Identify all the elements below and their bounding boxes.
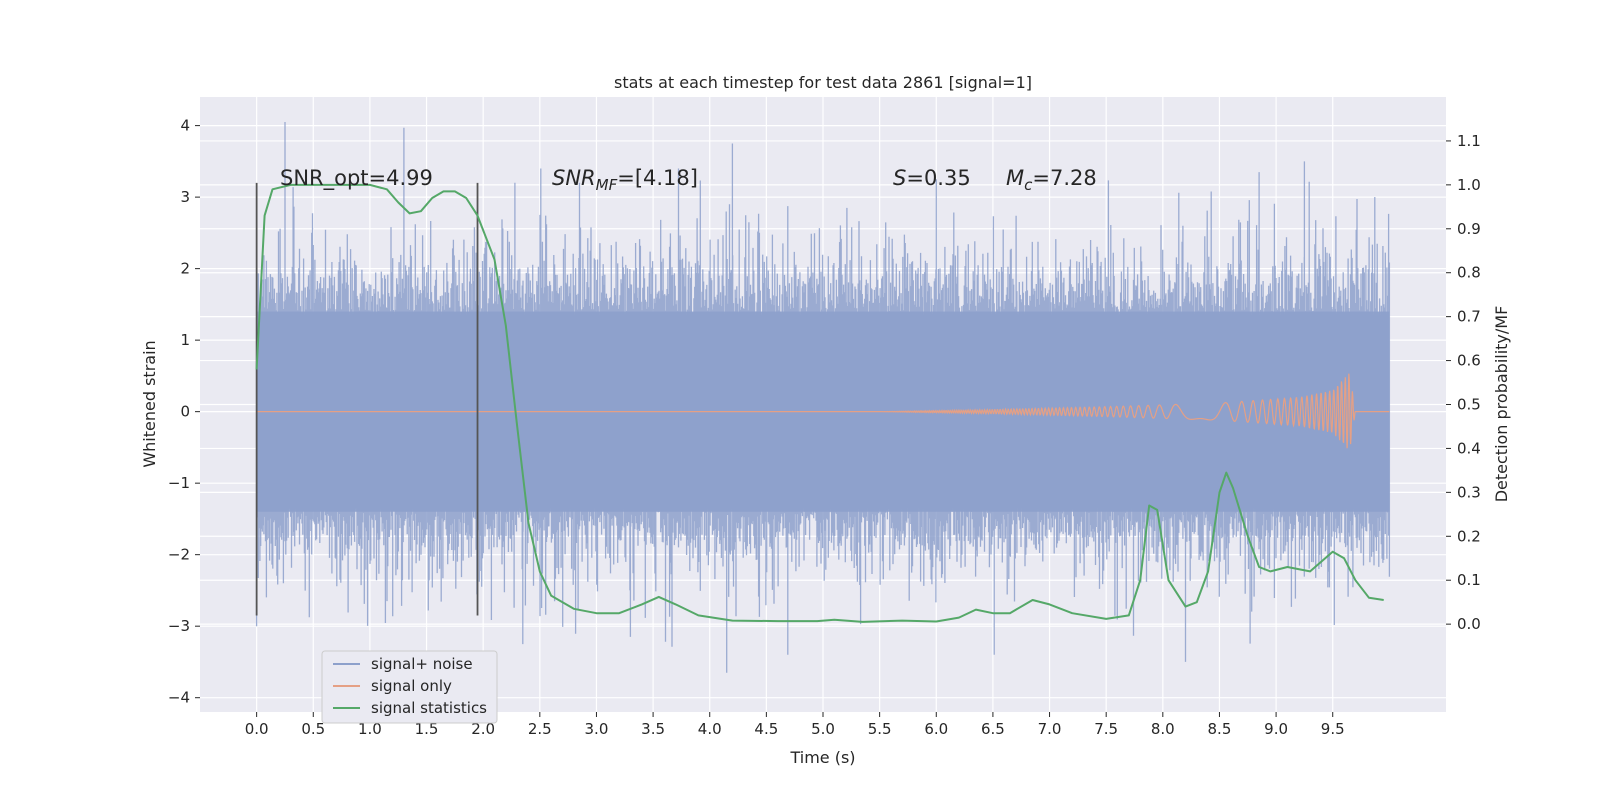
x-tick-label: 4.0 xyxy=(698,720,722,738)
signal-only-trace xyxy=(256,373,1390,449)
window-markers xyxy=(255,182,479,616)
mc-main: M xyxy=(1006,166,1024,190)
y2-tick-label: 0.0 xyxy=(1457,615,1481,633)
annotation-mc: Mc=7.28 xyxy=(1006,166,1097,194)
x-tick-label: 9.5 xyxy=(1321,720,1345,738)
x-tick-label: 3.5 xyxy=(641,720,665,738)
x-tick-label: 1.5 xyxy=(415,720,439,738)
x-tick-label: 4.5 xyxy=(754,720,778,738)
y-tick-label: 2 xyxy=(180,260,190,278)
y2-tick-label: 0.2 xyxy=(1457,527,1481,545)
y-tick-label: −1 xyxy=(168,474,190,492)
y2-axis-ticks: 1.1 1.0 0.9 0.8 0.7 0.6 0.5 0.4 0.3 0.2 0.1 0.0 xyxy=(1446,132,1481,633)
x-tick-label: 2.5 xyxy=(528,720,552,738)
x-tick-label: 6.0 xyxy=(924,720,948,738)
y2-tick-label: 0.4 xyxy=(1457,439,1481,457)
snr-mf-value: =[4.18] xyxy=(617,166,698,190)
x-tick-label: 5.0 xyxy=(811,720,835,738)
snr-mf-main: SNR xyxy=(552,166,596,190)
x-tick-label: 7.5 xyxy=(1094,720,1118,738)
y2-tick-label: 0.9 xyxy=(1457,220,1481,238)
y-tick-label: −2 xyxy=(168,546,190,564)
y-tick-label: 4 xyxy=(180,117,190,135)
x-tick-label: 6.5 xyxy=(981,720,1005,738)
x-tick-label: 9.0 xyxy=(1264,720,1288,738)
x-tick-label: 7.0 xyxy=(1038,720,1062,738)
y2-tick-label: 0.6 xyxy=(1457,352,1481,370)
legend-label-noise: signal+ noise xyxy=(371,655,473,673)
y-tick-label: 1 xyxy=(180,331,190,349)
x-tick-label: 0.0 xyxy=(245,720,269,738)
annotation-snr-opt: SNR_opt=4.99 xyxy=(280,166,433,191)
annotation-snr-mf: SNRMF=[4.18] xyxy=(552,166,698,194)
y2-tick-label: 0.3 xyxy=(1457,483,1481,501)
y2-tick-label: 0.7 xyxy=(1457,308,1481,326)
legend-box xyxy=(321,650,498,724)
x-tick-label: 5.5 xyxy=(868,720,892,738)
x-tick-label: 0.5 xyxy=(301,720,325,738)
y-tick-label: 3 xyxy=(180,188,190,206)
legend-label-stats: signal statistics xyxy=(371,699,487,717)
x-axis-label: Time (s) xyxy=(789,748,855,767)
legend: signal+ noise signal only signal statist… xyxy=(321,650,498,724)
x-tick-label: 8.5 xyxy=(1208,720,1232,738)
signal-statistics-line xyxy=(255,183,1384,623)
y-tick-label: −4 xyxy=(168,689,190,707)
x-tick-label: 2.0 xyxy=(471,720,495,738)
x-tick-label: 3.0 xyxy=(585,720,609,738)
mc-sub: c xyxy=(1024,176,1033,194)
mc-value: =7.28 xyxy=(1032,166,1096,190)
y2-tick-label: 1.1 xyxy=(1457,132,1481,150)
x-tick-label: 8.0 xyxy=(1151,720,1175,738)
x-tick-label: 1.0 xyxy=(358,720,382,738)
y-axis-ticks: 4 3 2 1 0 −1 −2 −3 −4 xyxy=(168,117,200,707)
annotation-s: S=0.35 xyxy=(893,166,971,190)
legend-label-signal: signal only xyxy=(371,677,452,695)
y-tick-label: −3 xyxy=(168,617,190,635)
y2-tick-label: 0.1 xyxy=(1457,571,1481,589)
y2-axis-label: Detection probability/MF xyxy=(1492,306,1511,503)
snr-mf-sub: MF xyxy=(596,176,618,194)
y-axis-label: Whitened strain xyxy=(140,340,159,467)
y-tick-label: 0 xyxy=(180,403,190,421)
y2-tick-label: 0.5 xyxy=(1457,396,1481,414)
signal-statistics-series xyxy=(255,183,1384,623)
chart-title: stats at each timestep for test data 286… xyxy=(614,73,1032,92)
x-axis-ticks: 0.0 0.5 1.0 1.5 2.0 2.5 3.0 3.5 4.0 4.5 5.0 5.5 6.0 6… xyxy=(245,712,1345,738)
s-main: S xyxy=(893,166,906,190)
y2-tick-label: 1.0 xyxy=(1457,176,1481,194)
s-value: =0.35 xyxy=(906,166,970,190)
y2-tick-label: 0.8 xyxy=(1457,264,1481,282)
signal-only-series xyxy=(256,373,1390,449)
